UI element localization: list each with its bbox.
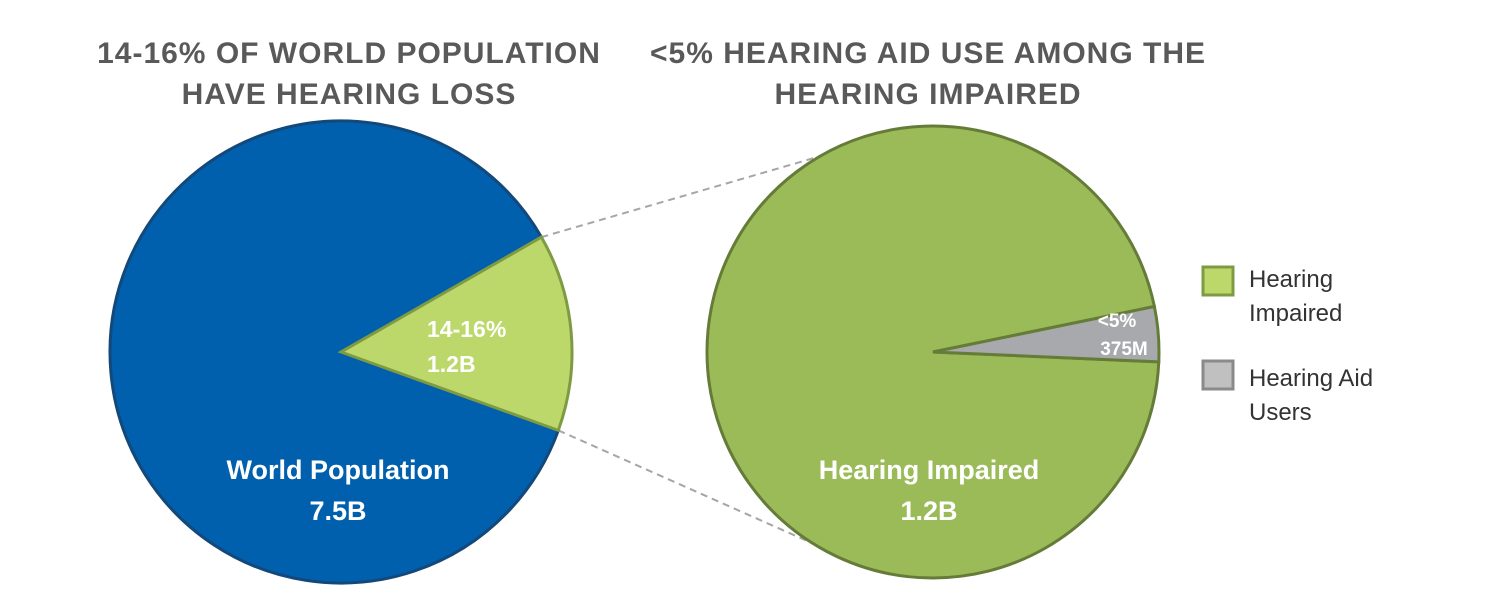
pie2-slice-hearing-aid-users (932, 304, 1161, 364)
pie2-label-hearing-impaired-value: 1.2B (900, 496, 957, 526)
pie1-slice-world-population (108, 119, 561, 585)
connector-line-bottom (557, 429, 814, 545)
pie1-label-world-population-value: 7.5B (309, 496, 366, 526)
legend-label-hearing-impaired-line2: Impaired (1249, 300, 1342, 327)
pie2: Hearing Impaired 1.2B <5% 375M (705, 124, 1161, 580)
legend-swatch-hearing-impaired (1201, 265, 1235, 297)
legend-label-hearing-aid-users-line1: Hearing Aid (1249, 365, 1373, 392)
legend-label-hearing-aid-users-line2: Users (1249, 399, 1312, 426)
connector-line-top (541, 155, 821, 239)
pie1: World Population 7.5B 14-16% 1.2B (108, 119, 574, 585)
pie2-label-hearing-aid-pct: <5% (1098, 311, 1137, 332)
pie2-title: <5% HEARING AID USE AMONG THE HEARING IM… (650, 37, 1206, 111)
pie1-title-line1: 14-16% OF WORLD POPULATION (97, 37, 601, 70)
pie1-label-world-population: World Population (227, 455, 450, 485)
legend-label-hearing-impaired-line1: Hearing (1249, 266, 1333, 293)
pie2-label-hearing-impaired: Hearing Impaired (819, 455, 1040, 485)
pie1-label-hearing-impaired-value: 1.2B (427, 351, 476, 377)
pie1-title: 14-16% OF WORLD POPULATION HAVE HEARING … (97, 37, 601, 111)
pie1-title-line2: HAVE HEARING LOSS (182, 78, 517, 111)
legend: Hearing Impaired Hearing Aid Users (1201, 265, 1373, 426)
pie1-label-hearing-impaired-pct: 14-16% (427, 316, 506, 342)
pie1-slice-hearing-impaired (337, 235, 574, 433)
pie2-title-line2: HEARING IMPAIRED (774, 78, 1081, 111)
legend-swatch-hearing-aid-users (1201, 359, 1235, 391)
pie2-label-hearing-aid-value: 375M (1100, 339, 1148, 360)
pie2-title-line1: <5% HEARING AID USE AMONG THE (650, 37, 1206, 70)
